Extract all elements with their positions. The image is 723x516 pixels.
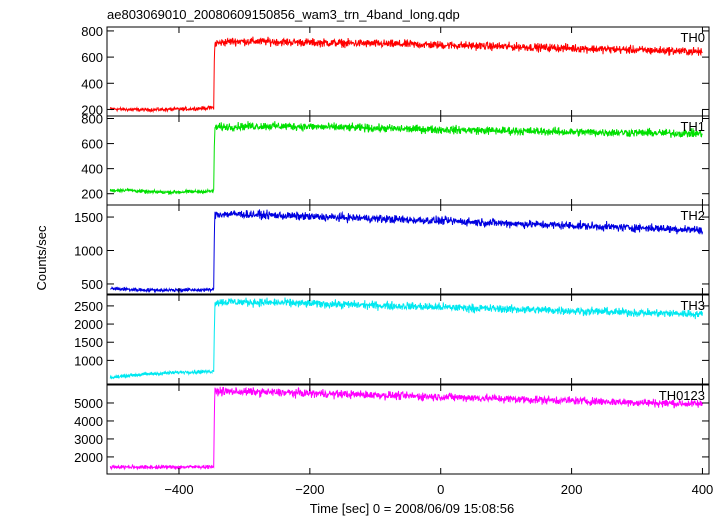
y-tick-label: 400: [81, 76, 103, 91]
panel-frame-th3: [106, 294, 710, 385]
panel-frame-th0: [106, 26, 710, 117]
x-tick-label: 200: [561, 482, 583, 497]
x-tick-label: −400: [164, 482, 193, 497]
y-tick-label: 2000: [74, 317, 103, 332]
series-line-th0123: [109, 386, 703, 471]
y-tick-label: 600: [81, 50, 103, 65]
series-label-th2: TH2: [680, 208, 705, 223]
series-line-th2: [109, 209, 703, 294]
y-tick-label: 200: [81, 187, 103, 202]
y-tick-label: 1500: [74, 335, 103, 350]
series-label-th1: TH1: [680, 119, 705, 134]
series-line-th0: [109, 36, 703, 114]
series-label-th0: TH0: [680, 30, 705, 45]
y-tick-label: 1500: [74, 210, 103, 225]
panel-frame-th2: [106, 204, 710, 295]
x-tick-label: 400: [692, 482, 714, 497]
y-tick-label: 1000: [74, 244, 103, 259]
series-line-th1: [109, 121, 703, 196]
y-tick-label: 1000: [74, 353, 103, 368]
x-tick-label: 0: [437, 482, 444, 497]
series-label-th3: TH3: [680, 298, 705, 313]
y-tick-label: 5000: [74, 396, 103, 411]
y-tick-label: 800: [81, 112, 103, 127]
series-label-th0123: TH0123: [659, 388, 705, 403]
chart-title: ae803069010_20080609150856_wam3_trn_4ban…: [107, 7, 460, 22]
y-tick-label: 4000: [74, 414, 103, 429]
x-axis-label: Time [sec] 0 = 2008/06/09 15:08:56: [310, 501, 514, 516]
y-tick-label: 800: [81, 24, 103, 39]
y-tick-label: 3000: [74, 432, 103, 447]
series-line-th3: [109, 297, 703, 380]
y-tick-label: 2500: [74, 299, 103, 314]
y-tick-label: 400: [81, 162, 103, 177]
x-tick-label: −200: [295, 482, 324, 497]
y-tick-label: 500: [81, 277, 103, 292]
y-tick-label: 2000: [74, 450, 103, 465]
y-tick-label: 200: [81, 102, 103, 117]
y-axis-label: Counts/sec: [34, 225, 49, 291]
y-tick-label: 600: [81, 137, 103, 152]
panel-frame-th0123: [106, 384, 710, 475]
